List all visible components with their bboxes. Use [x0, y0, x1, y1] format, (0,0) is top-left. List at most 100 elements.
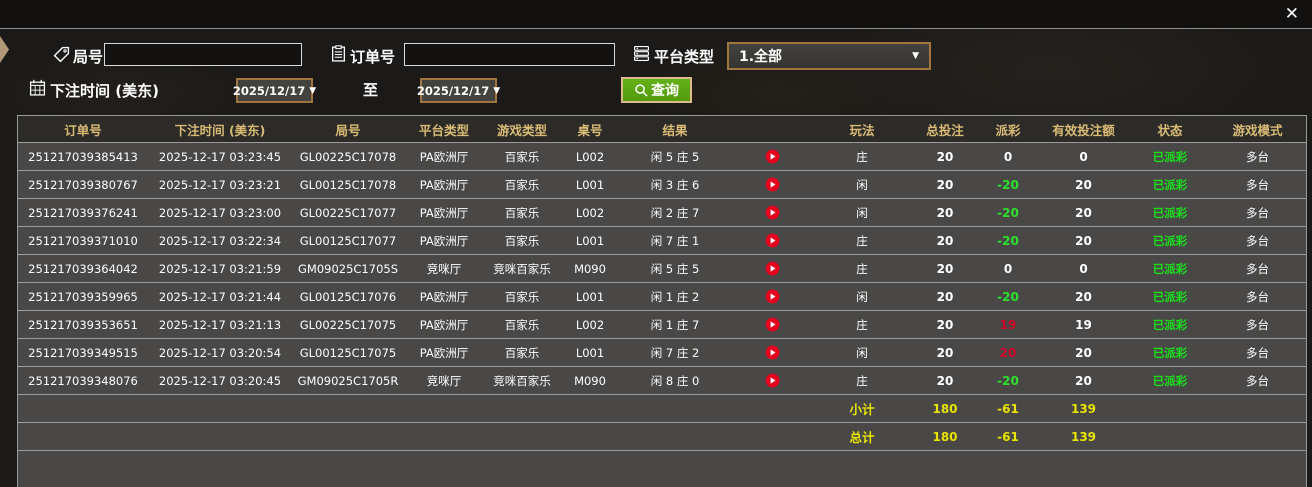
- cell-result: 闲 2 庄 7: [650, 205, 700, 220]
- table-row: 251217039348076 2025-12-17 03:20:45 GM0902…: [18, 366, 1306, 394]
- cell-round_id: GM09025C1705R: [297, 373, 399, 388]
- result-replay-cell: [730, 261, 814, 276]
- cell-total_bet: 20: [936, 205, 954, 220]
- cell-game_mode: 多台: [1246, 177, 1269, 192]
- date-from-select[interactable]: 2025/12/17 ▼: [233, 78, 316, 103]
- cell-table_no: L002: [575, 205, 605, 220]
- cell-status: 已派彩: [1152, 317, 1188, 332]
- cell-platform: PA欧洲厅: [419, 205, 469, 220]
- cell-round_id: GL00125C17076: [299, 289, 397, 304]
- cell-total_bet: 20: [936, 149, 954, 164]
- cell-play_type: 庄: [856, 373, 868, 388]
- play-icon[interactable]: [765, 233, 780, 248]
- cell-payout: -20: [997, 289, 1019, 304]
- cell-valid_bet: 0: [1079, 149, 1088, 164]
- column-header: 订单号: [64, 122, 102, 138]
- cell-bet_time: 2025-12-17 03:21:59: [158, 261, 282, 276]
- cell-result: 闲 1 庄 2: [650, 289, 700, 304]
- play-icon[interactable]: [765, 149, 780, 164]
- cell-total_bet: 20: [936, 373, 954, 388]
- order-number-input[interactable]: [404, 43, 615, 66]
- play-icon[interactable]: [765, 289, 780, 304]
- result-replay-cell: [730, 345, 814, 360]
- round-number-label: 局号: [73, 48, 104, 66]
- subtotal-row: 小计 180 -61 139: [18, 394, 1306, 422]
- play-icon[interactable]: [765, 261, 780, 276]
- chevron-down-icon: ▼: [912, 51, 919, 61]
- cell-game_type: 百家乐: [504, 205, 540, 220]
- table-row: 251217039359965 2025-12-17 03:21:44 GL0012…: [18, 282, 1306, 310]
- table-row: 251217039385413 2025-12-17 03:23:45 GL0022…: [18, 142, 1306, 170]
- cell-platform: PA欧洲厅: [419, 289, 469, 304]
- cell-status: 已派彩: [1152, 289, 1188, 304]
- column-header: 状态: [1157, 122, 1183, 138]
- cell-bet_time: 2025-12-17 03:22:34: [158, 233, 282, 248]
- cell-result: 闲 5 庄 5: [650, 149, 700, 164]
- cell-valid_bet: 20: [1075, 205, 1092, 220]
- cell-game_mode: 多台: [1246, 233, 1269, 248]
- cell-game_mode: 多台: [1246, 373, 1269, 388]
- search-button-label: 查询: [651, 83, 679, 99]
- cell-bet_time: 2025-12-17 03:20:45: [158, 373, 282, 388]
- cell-game_mode: 多台: [1246, 289, 1269, 304]
- platform-type-select[interactable]: 1.全部 ▼: [727, 42, 931, 70]
- cell-order_id: 251217039364042: [28, 261, 138, 276]
- search-button[interactable]: 查询: [621, 77, 692, 103]
- cell-game_mode: 多台: [1246, 317, 1269, 332]
- search-icon: [635, 83, 648, 97]
- cell-payout: 0: [1003, 149, 1013, 164]
- round-number-input[interactable]: [104, 43, 302, 66]
- play-icon[interactable]: [765, 345, 780, 360]
- result-replay-cell: [730, 233, 814, 248]
- total-row: 总计 180 -61 139: [18, 422, 1306, 450]
- cell-table_no: M090: [574, 261, 606, 276]
- cell-round_id: GL00225C17075: [299, 317, 397, 332]
- cell-total_bet: 20: [936, 317, 954, 332]
- panel-expand-arrow-icon[interactable]: [0, 36, 9, 63]
- cell-platform: PA欧洲厅: [419, 149, 469, 164]
- cell-bet_time: 2025-12-17 03:21:13: [158, 317, 282, 332]
- cell-play_type: 庄: [856, 261, 868, 276]
- platform-type-label: 平台类型: [654, 48, 715, 66]
- cell-valid_bet: 0: [1079, 261, 1088, 276]
- column-header: 总投注: [926, 122, 964, 138]
- cell-valid_bet: 19: [1075, 317, 1092, 332]
- play-icon[interactable]: [765, 373, 780, 388]
- cell-valid_bet: 20: [1075, 289, 1092, 304]
- cell-result: 闲 7 庄 2: [650, 345, 700, 360]
- cell-play_type: 闲: [856, 289, 868, 304]
- cell-round_id: GL00125C17077: [299, 233, 397, 248]
- cell-play_type: 闲: [856, 205, 868, 220]
- cell-play_type: 庄: [856, 317, 868, 332]
- cell-round_id: GL00225C17078: [299, 149, 397, 164]
- play-icon[interactable]: [765, 177, 780, 192]
- close-icon[interactable]: ✕: [1284, 4, 1299, 24]
- cell-payout: -20: [997, 373, 1019, 388]
- cell-platform: PA欧洲厅: [419, 317, 469, 332]
- play-icon[interactable]: [765, 205, 780, 220]
- cell-play_type: 闲: [856, 345, 868, 360]
- cell-bet_time: 2025-12-17 03:21:44: [158, 289, 282, 304]
- cell-payout: -20: [997, 233, 1019, 248]
- cell-order_id: 251217039380767: [28, 177, 138, 192]
- cell-bet_time: 2025-12-17 03:23:00: [158, 205, 282, 220]
- cell-table_no: L001: [575, 345, 605, 360]
- cell-valid_bet: 20: [1075, 233, 1092, 248]
- column-header: 局号: [335, 122, 361, 138]
- cell-bet_time: 2025-12-17 03:23:45: [158, 149, 282, 164]
- total-payout: -61: [997, 429, 1019, 444]
- cell-status: 已派彩: [1152, 177, 1188, 192]
- play-icon[interactable]: [765, 317, 780, 332]
- cell-payout: 20: [999, 345, 1017, 360]
- chevron-down-icon: ▼: [493, 85, 501, 96]
- cell-total_bet: 20: [936, 177, 954, 192]
- date-to-select[interactable]: 2025/12/17 ▼: [417, 78, 501, 103]
- total-total-bet: 180: [932, 429, 958, 444]
- cell-play_type: 闲: [856, 177, 868, 192]
- cell-round_id: GL00225C17077: [299, 205, 397, 220]
- cell-payout: -20: [997, 205, 1019, 220]
- cell-game_type: 百家乐: [504, 317, 540, 332]
- result-replay-cell: [730, 149, 814, 164]
- table-row: 251217039364042 2025-12-17 03:21:59 GM0902…: [18, 254, 1306, 282]
- cell-platform: PA欧洲厅: [419, 233, 469, 248]
